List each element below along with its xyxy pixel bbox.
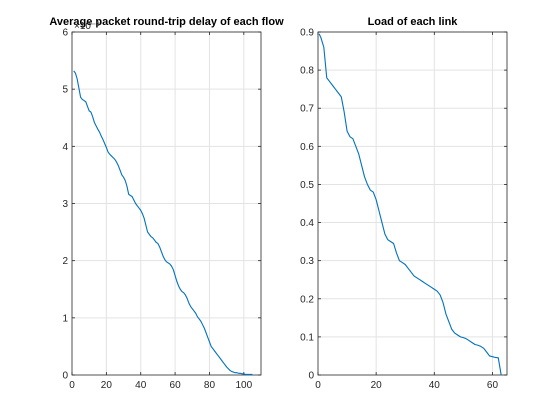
left-ytick-label-2: 2 <box>62 256 68 267</box>
left-ytick-label-3: 3 <box>62 199 68 210</box>
right-ytick-label-4: 0.4 <box>300 218 314 229</box>
right-series-line <box>318 33 502 376</box>
left-ytick-label-5: 5 <box>62 85 68 96</box>
right-ytick-label-6: 0.6 <box>300 142 314 153</box>
right-ytick-label-8: 0.8 <box>300 66 314 77</box>
right-xtick-label-3: 60 <box>487 380 499 391</box>
left-plot: 0 20 40 60 80 100 0 1 2 3 4 5 6 Average packet round… <box>49 16 284 391</box>
left-series-line <box>73 70 253 375</box>
right-plot: 0 20 40 60 0 0.1 0.2 0.3 0.4 0.5 0.6 0.7 0.8 0.9 Load… <box>300 16 508 391</box>
right-ticks: 0 20 40 60 0 0.1 0.2 0.3 0.4 0.5 0.6 0.7 0.8 0.9 <box>300 28 507 391</box>
left-xtick-label-4: 80 <box>204 380 216 391</box>
left-ticks: 0 20 40 60 80 100 0 1 2 3 4 5 6 <box>62 28 261 391</box>
left-xtick-label-2: 40 <box>135 380 147 391</box>
right-ytick-label-7: 0.7 <box>300 104 314 115</box>
right-ytick-label-2: 0.2 <box>300 294 314 305</box>
right-ytick-label-3: 0.3 <box>300 256 314 267</box>
left-ytick-label-0: 0 <box>62 371 68 382</box>
right-xtick-label-0: 0 <box>315 380 321 391</box>
right-xtick-label-1: 20 <box>371 380 383 391</box>
left-exponent-label: ×10⁻³ <box>74 21 100 32</box>
right-ytick-label-0: 0 <box>308 371 314 382</box>
left-xtick-label-0: 0 <box>69 380 75 391</box>
right-ytick-label-5: 0.5 <box>300 180 314 191</box>
left-ytick-label-1: 1 <box>62 313 68 324</box>
right-xtick-label-2: 40 <box>429 380 441 391</box>
right-ytick-label-1: 0.1 <box>300 332 314 343</box>
left-xtick-label-3: 60 <box>170 380 182 391</box>
right-grid <box>318 31 507 375</box>
left-ytick-label-4: 4 <box>62 142 68 153</box>
left-chart-title: Average packet round-trip delay of each … <box>49 16 284 28</box>
right-chart-title: Load of each link <box>368 16 459 28</box>
left-xtick-label-5: 100 <box>235 380 252 391</box>
right-axes-box <box>317 31 508 376</box>
right-ytick-label-9: 0.9 <box>300 28 314 39</box>
left-ytick-label-6: 6 <box>62 28 68 39</box>
left-xtick-label-1: 20 <box>101 380 113 391</box>
